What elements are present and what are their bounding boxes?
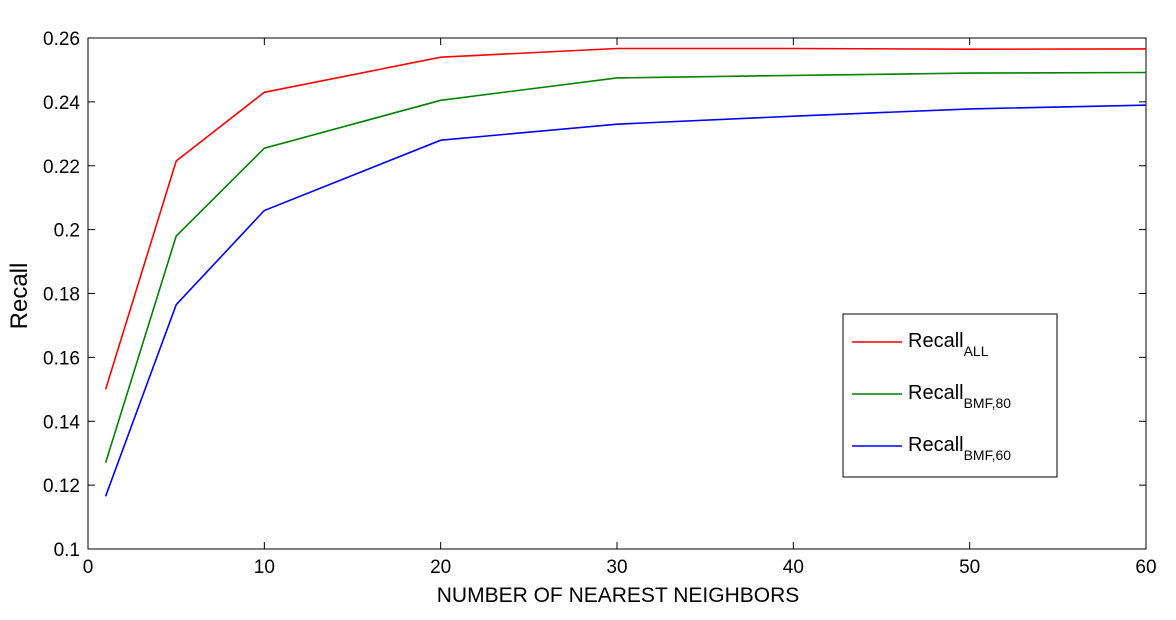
- legend-entry: RecallBMF,60: [908, 434, 1011, 463]
- y-axis-title: Recall: [6, 263, 33, 330]
- series-line-all: [104, 47, 1147, 390]
- x-tick-label: 20: [430, 557, 451, 578]
- y-tick-label: 0.26: [43, 29, 80, 50]
- y-tick-label: 0.18: [43, 285, 80, 306]
- legend: RecallALL RecallBMF,80 RecallBMF,60: [842, 313, 1058, 478]
- plot-area: [87, 37, 1147, 550]
- y-tick-label: 0.14: [43, 412, 80, 433]
- x-tick-label: 30: [606, 557, 627, 578]
- x-tick-label: 60: [1135, 557, 1156, 578]
- legend-box: [842, 313, 1058, 478]
- axis-ticks: 0 10 20 30 40 50 60 0.1 0.12 0.14 0.16 0.18 0.2 0.22 0…: [43, 29, 1157, 578]
- y-tick-label: 0.1: [54, 540, 80, 561]
- series-line-bmf-80: [104, 71, 1147, 464]
- x-tick-label: 0: [83, 557, 94, 578]
- y-tick-label: 0.16: [43, 348, 80, 369]
- series-line-bmf-60: [104, 104, 1147, 497]
- y-tick-label: 0.2: [54, 221, 80, 242]
- y-tick-label: 0.12: [43, 476, 80, 497]
- y-tick-label: 0.22: [43, 157, 80, 178]
- legend-entry: RecallALL: [908, 330, 989, 359]
- x-axis-title: NUMBER OF NEAREST NEIGHBORS: [437, 584, 800, 607]
- legend-entry: RecallBMF,80: [908, 382, 1011, 411]
- y-tick-label: 0.24: [43, 93, 80, 114]
- x-tick-label: 10: [254, 557, 275, 578]
- x-tick-label: 40: [783, 557, 804, 578]
- x-tick-label: 50: [959, 557, 980, 578]
